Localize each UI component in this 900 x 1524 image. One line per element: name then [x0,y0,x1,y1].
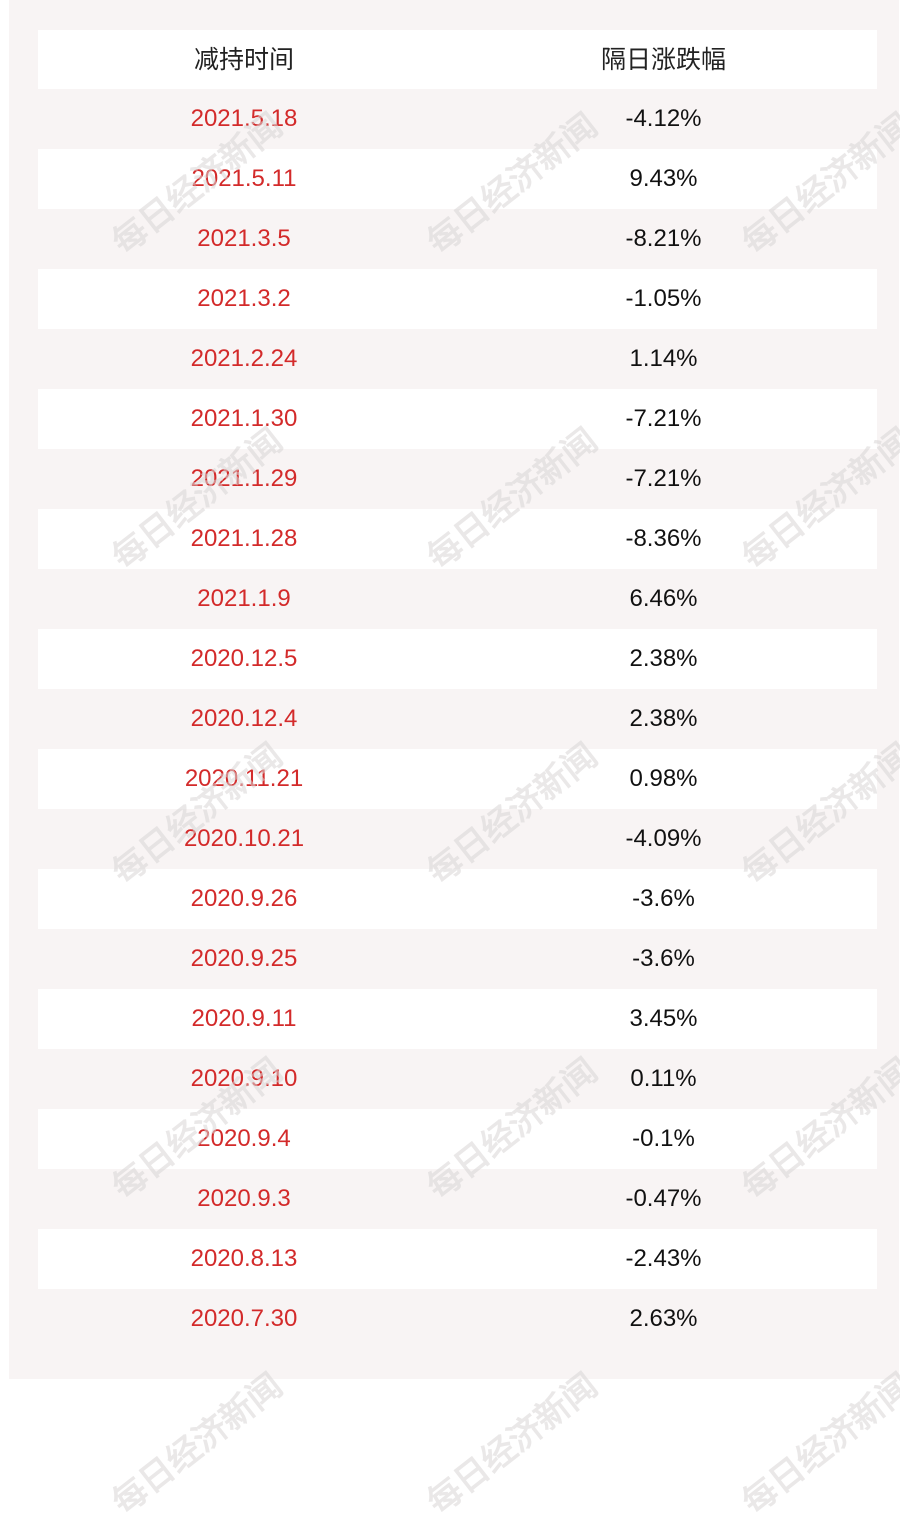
table-row: 2021.1.28 -8.36% [38,509,877,569]
watermark-text: 每日经济新闻 [734,1365,900,1523]
table-row: 2020.9.10 0.11% [38,1049,877,1109]
row-change: 0.98% [629,765,698,792]
table-row: 2020.9.26 -3.6% [38,869,877,929]
row-date: 2021.1.28 [190,525,298,552]
table-row: 2021.1.29 -7.21% [38,449,877,509]
row-change: -1.05% [625,285,702,312]
row-change: -0.47% [625,1185,702,1212]
table-row: 2021.5.11 9.43% [38,149,877,209]
table-row: 2020.9.11 3.45% [38,989,877,1049]
table-row: 2020.9.3 -0.47% [38,1169,877,1229]
row-change: -3.6% [632,945,695,972]
row-change: -2.43% [625,1245,702,1272]
row-change: 0.11% [630,1065,697,1092]
row-change: -0.1% [632,1125,695,1152]
watermark-text: 每日经济新闻 [104,1365,291,1523]
row-change: 6.46% [629,585,698,612]
row-change: 2.38% [629,705,698,732]
row-change: -4.12% [625,105,702,132]
row-date: 2020.9.10 [190,1065,298,1092]
row-date: 2021.1.30 [190,405,298,432]
row-date: 2020.12.4 [190,705,298,732]
table-row: 2021.1.9 6.46% [38,569,877,629]
row-change: 3.45% [629,1005,698,1032]
row-change: 2.38% [629,645,698,672]
row-date: 2020.8.13 [190,1245,298,1272]
table-row: 2021.3.2 -1.05% [38,269,877,329]
table-header: 减持时间 隔日涨跌幅 [38,30,877,89]
table-row: 2021.2.24 1.14% [38,329,877,389]
table-body: 2021.5.18 -4.12% 2021.5.11 9.43% 2021.3.5 -8.… [38,89,877,1349]
row-date: 2020.9.11 [191,1005,297,1032]
row-change: -7.21% [625,465,702,492]
row-date: 2021.3.5 [197,225,291,252]
table-row: 2020.9.4 -0.1% [38,1109,877,1169]
row-change: -3.6% [632,885,695,912]
row-date: 2020.11.21 [184,765,304,792]
table-row: 2021.1.30 -7.21% [38,389,877,449]
row-date: 2020.12.5 [190,645,298,672]
row-date: 2021.3.2 [197,285,291,312]
table-row: 2020.9.25 -3.6% [38,929,877,989]
row-change: -7.21% [625,405,702,432]
header-date: 减持时间 [193,45,294,74]
row-date: 2021.5.18 [190,105,298,132]
row-date: 2020.9.4 [197,1125,291,1152]
row-date: 2020.9.25 [190,945,298,972]
table-row: 2020.10.21 -4.09% [38,809,877,869]
row-date: 2021.2.24 [190,345,298,372]
table-row: 2020.8.13 -2.43% [38,1229,877,1289]
row-change: 9.43% [629,165,698,192]
data-table: 减持时间 隔日涨跌幅 2021.5.18 -4.12% 2021.5.11 9.43%… [38,30,877,1349]
row-change: -4.09% [625,825,702,852]
row-change: 2.63% [629,1305,698,1332]
row-date: 2021.5.11 [191,165,297,192]
row-date: 2020.9.26 [190,885,298,912]
table-row: 2021.3.5 -8.21% [38,209,877,269]
row-change: -8.36% [625,525,702,552]
table-row: 2020.12.4 2.38% [38,689,877,749]
table-row: 2021.5.18 -4.12% [38,89,877,149]
row-date: 2020.10.21 [183,825,305,852]
table-row: 2020.7.30 2.63% [38,1289,877,1349]
row-date: 2020.9.3 [197,1185,291,1212]
header-change: 隔日涨跌幅 [600,45,726,74]
row-change: 1.14% [629,345,698,372]
row-change: -8.21% [625,225,702,252]
row-date: 2021.1.9 [197,585,291,612]
row-date: 2021.1.29 [190,465,298,492]
watermark-text: 每日经济新闻 [419,1365,606,1523]
table-row: 2020.11.21 0.98% [38,749,877,809]
row-date: 2020.7.30 [190,1305,298,1332]
table-row: 2020.12.5 2.38% [38,629,877,689]
